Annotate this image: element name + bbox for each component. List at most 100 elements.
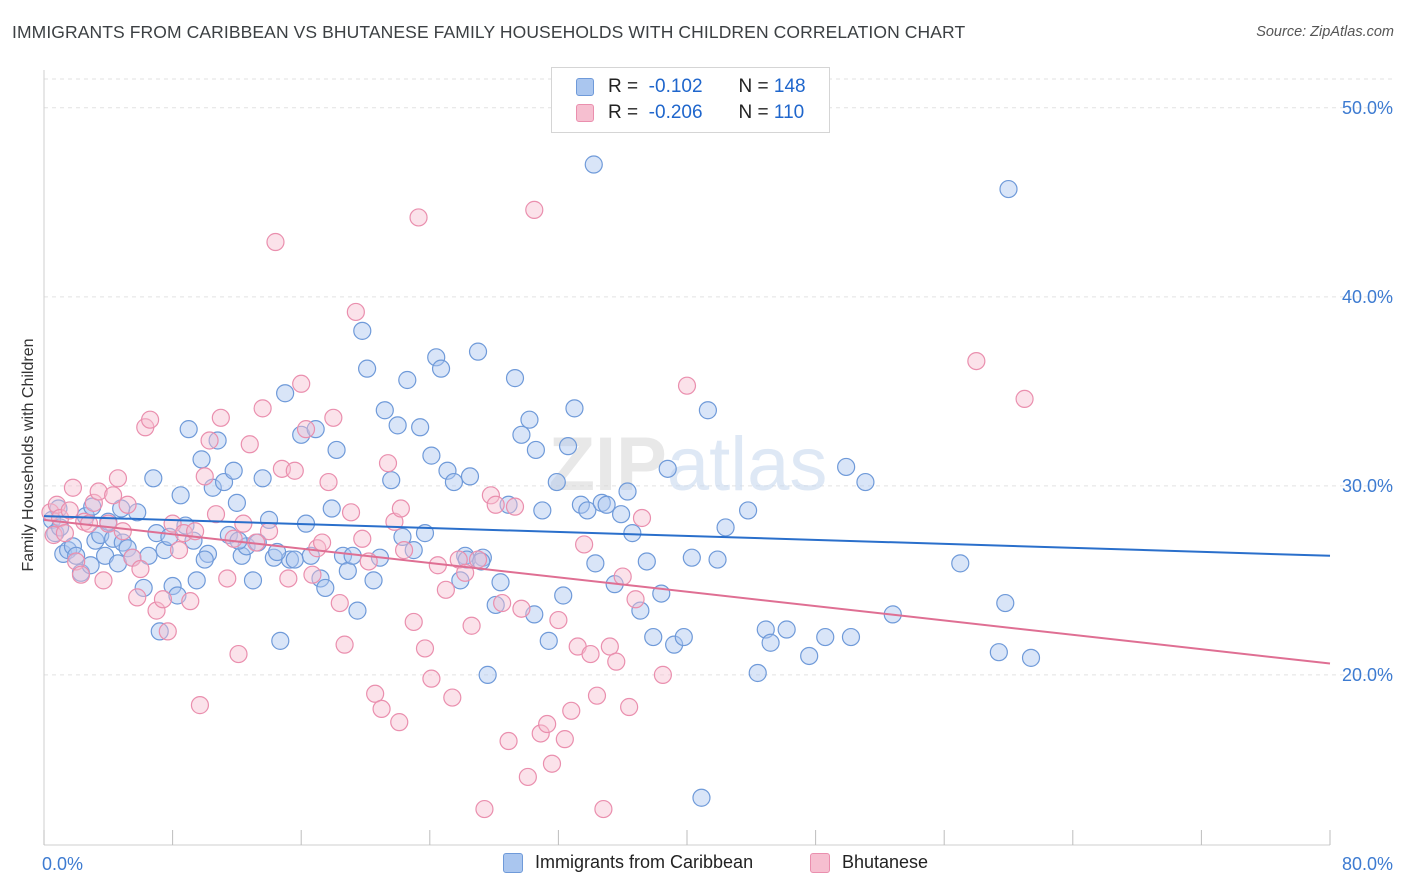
bhutanese-point-8 [71,565,91,584]
series-legend-label-bhutanese: Bhutanese [842,852,929,872]
correlation-legend: R = -0.102 N = 148 R = -0.206 N = 110 [551,67,830,133]
bhutanese-point-83 [499,731,518,751]
caribbean-point-116 [674,627,693,647]
bhutanese-point-105 [653,665,672,684]
caribbean-point-102 [578,501,597,520]
caribbean-point-22 [139,546,158,565]
caribbean-point-99 [558,437,578,456]
bhutanese-point-4 [55,524,74,543]
bhutanese-point-80 [481,486,500,505]
bhutanese-point-18 [118,495,137,514]
bhutanese-point-93 [562,701,581,720]
watermark-atlas: atlas [667,422,828,507]
caribbean-point-35 [198,544,218,564]
legend-n-value-bhutanese: 110 [773,102,805,123]
bhutanese-point-84 [505,497,525,516]
caribbean-point-129 [837,457,856,477]
bhutanese-point-48 [285,461,304,480]
caribbean-point-75 [411,418,430,437]
caribbean-point-91 [505,369,525,388]
caribbean-point-126 [777,620,796,639]
caribbean-point-44 [243,571,263,590]
caribbean-point-120 [708,550,727,569]
bhutanese-point-34 [200,431,219,450]
bhutanese-point-64 [378,454,398,473]
bhutanese-point-62 [366,684,385,703]
bhutanese-point-45 [266,232,285,252]
bhutanese-point-52 [308,539,327,558]
y-tick-label-2: 40.0% [1342,287,1393,307]
x-tick-label-max: 80.0% [1342,854,1393,874]
caribbean-point-87 [478,665,497,684]
bhutanese-point-51 [303,565,322,584]
caribbean-point-34 [192,450,211,469]
bhutanese-point-35 [206,505,226,524]
axes [43,70,1331,846]
caribbean-point-64 [348,601,367,620]
caribbean-point-88 [486,595,505,615]
bhutanese-point-23 [140,410,160,429]
caribbean-point-90 [499,495,518,514]
caribbean-point-52 [285,550,304,569]
bhutanese-point-87 [525,200,544,219]
y-axis-label: Family Households with Children [20,338,37,572]
caribbean-point-46 [253,469,272,488]
bhutanese-point-77 [462,616,481,635]
y-tick-label-1: 30.0% [1342,476,1393,496]
bhutanese-point-96 [581,644,600,664]
bhutanese-point-11 [84,493,103,512]
bhutanese-point-43 [253,399,272,418]
bhutanese-point-95 [575,535,594,554]
legend-n-label: N = [738,76,769,97]
chart-title: IMMIGRANTS FROM CARIBBEAN VS BHUTANESE F… [12,22,966,42]
bhutanese-point-20 [128,588,147,607]
caribbean-point-131 [856,472,875,492]
caribbean-point-73 [398,370,417,390]
series-legend-bhutanese[interactable]: Bhutanese [810,852,928,873]
bhutanese-point-88 [531,724,550,743]
caribbean-point-115 [665,635,684,654]
caribbean-point-118 [692,788,711,807]
series-legend: Immigrants from Caribbean Bhutanese [0,852,1406,878]
caribbean-point-134 [951,554,970,573]
watermark: ZIPatlas [549,422,828,507]
legend-row-caribbean: R = -0.102 N = 148 [576,75,806,99]
caribbean-point-89 [491,573,510,592]
bhutanese-point-67 [394,541,414,560]
series-legend-swatch-bhutanese [810,852,830,873]
caribbean-point-10 [81,556,100,575]
caribbean-point-127 [800,646,819,666]
bhutanese-point-89 [538,714,557,734]
bhutanese-point-13 [94,571,113,590]
bhutanese-point-66 [390,713,409,732]
caribbean-point-111 [637,552,656,571]
bhutanese-point-70 [415,639,435,658]
y-tick-label-0: 20.0% [1342,665,1393,685]
series-legend-caribbean[interactable]: Immigrants from Caribbean [503,852,753,873]
bhutanese-point-85 [512,599,531,618]
bhutanese-point-90 [542,754,562,773]
bhutanese-point-58 [341,503,361,522]
bhutanese-point-81 [486,495,505,514]
caribbean-point-72 [393,527,412,546]
bhutanese-point-74 [443,688,462,707]
bhutanese-point-40 [234,514,253,533]
legend-r-value-bhutanese: -0.206 [648,102,703,123]
bhutanese-point-25 [153,590,173,609]
caribbean-point-50 [276,384,295,403]
bhutanese-point-55 [324,408,343,427]
bhutanese-point-97 [587,686,607,705]
caribbean-point-107 [611,505,631,524]
caribbean-point-125 [761,633,780,652]
legend-n-label: N = [738,102,769,123]
bhutanese-point-28 [169,541,189,560]
caribbean-point-74 [404,541,423,560]
bhutanese-point-5 [60,501,79,520]
caribbean-point-114 [658,459,677,478]
caribbean-point-119 [698,401,717,420]
caribbean-point-123 [748,663,767,683]
bhutanese-point-59 [346,302,365,322]
bhutanese-point-103 [626,590,645,609]
tick-labels: 20.0% 30.0% 40.0% 50.0% 0.0% 80.0% [42,98,1393,874]
